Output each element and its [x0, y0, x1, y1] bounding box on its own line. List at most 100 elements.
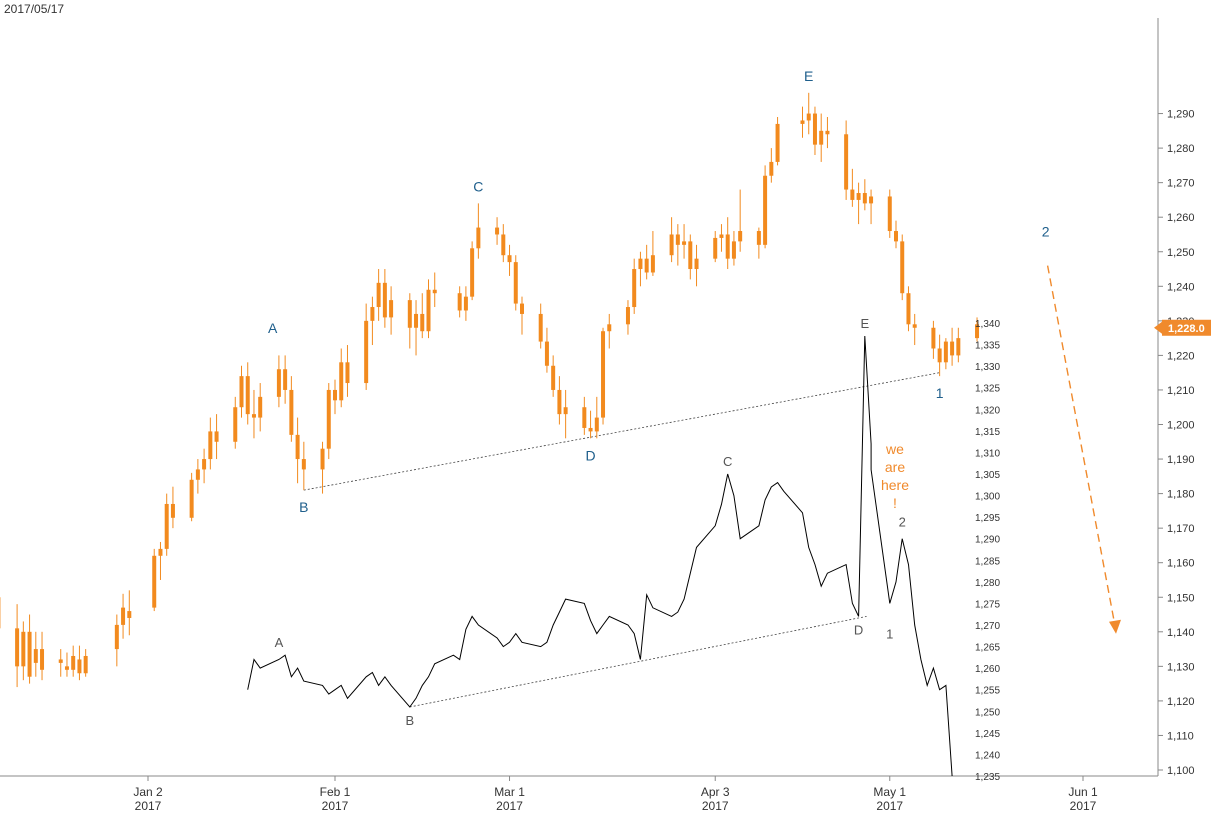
- x-tick-label: 2017: [1070, 799, 1097, 813]
- inset-y-tick-label: 1,315: [975, 427, 1000, 438]
- candle-body: [246, 376, 250, 414]
- candle-body: [738, 231, 742, 241]
- candle-body: [171, 504, 175, 518]
- candle-body: [551, 366, 555, 390]
- inset-wave-label: C: [723, 454, 732, 469]
- candle-body: [165, 504, 169, 549]
- candle-body: [28, 632, 32, 677]
- y-tick-label: 1,250: [1167, 247, 1195, 259]
- candle-body: [71, 656, 75, 670]
- inset-y-tick-label: 1,240: [975, 750, 1000, 761]
- inset-y-tick-label: 1,295: [975, 513, 1000, 524]
- inset-y-tick-label: 1,330: [975, 362, 1000, 373]
- candle-body: [458, 293, 462, 310]
- inset-y-tick-label: 1,235: [975, 772, 1000, 783]
- wave-label: B: [299, 499, 308, 515]
- wave-label: E: [804, 68, 813, 84]
- candle-body: [495, 228, 499, 235]
- candle-body: [732, 241, 736, 258]
- candle-body: [289, 390, 293, 435]
- candle-body: [508, 255, 512, 262]
- inset-y-tick-label: 1,300: [975, 492, 1000, 503]
- candle-body: [863, 193, 867, 203]
- candle-body: [240, 376, 244, 407]
- inset-wave-label: D: [854, 622, 863, 637]
- candle-body: [476, 228, 480, 249]
- y-tick-label: 1,120: [1167, 696, 1195, 708]
- candle-body: [850, 190, 854, 200]
- x-tick-label: Feb 1: [320, 785, 351, 799]
- inset-y-tick-label: 1,335: [975, 341, 1000, 352]
- candle-body: [383, 283, 387, 318]
- candle-body: [900, 241, 904, 293]
- annotation-line: here: [880, 476, 910, 494]
- y-tick-label: 1,220: [1167, 350, 1195, 362]
- chart-date: 2017/05/17: [4, 2, 64, 16]
- candle-body: [807, 114, 811, 121]
- candle-body: [121, 608, 125, 625]
- candle-body: [763, 176, 767, 245]
- candle-body: [931, 328, 935, 349]
- candle-body: [15, 628, 19, 666]
- candle-body: [632, 269, 636, 307]
- candle-body: [589, 428, 593, 431]
- candle-body: [377, 283, 381, 307]
- inset-y-tick-label: 1,305: [975, 470, 1000, 481]
- candle-body: [302, 459, 306, 469]
- candle-body: [944, 342, 948, 363]
- inset-y-tick-label: 1,340: [975, 319, 1000, 330]
- candle-body: [888, 196, 892, 231]
- candle-body: [801, 120, 805, 123]
- candle-body: [719, 234, 723, 237]
- trendline-inset: [410, 616, 867, 707]
- x-tick-label: 2017: [876, 799, 903, 813]
- wave-label: 2: [1042, 223, 1050, 239]
- wave-label: C: [473, 178, 483, 194]
- candle-body: [420, 314, 424, 331]
- inset-y-tick-label: 1,285: [975, 556, 1000, 567]
- inset-y-tick-label: 1,270: [975, 621, 1000, 632]
- candle-body: [215, 431, 219, 441]
- candle-body: [769, 162, 773, 176]
- candle-body: [158, 549, 162, 556]
- x-tick-label: Jun 1: [1068, 785, 1098, 799]
- candle-body: [333, 390, 337, 400]
- x-tick-label: 2017: [135, 799, 162, 813]
- candle-body: [695, 259, 699, 269]
- candle-body: [607, 324, 611, 331]
- candle-body: [539, 314, 543, 342]
- annotation-line: are: [880, 458, 910, 476]
- candle-body: [339, 362, 343, 400]
- y-tick-label: 1,140: [1167, 627, 1195, 639]
- y-tick-label: 1,100: [1167, 765, 1195, 777]
- y-tick-label: 1,240: [1167, 281, 1195, 293]
- candle-body: [645, 259, 649, 273]
- last-price-label: 1,228.0: [1168, 323, 1205, 335]
- forecast-arrowhead: [1109, 620, 1121, 634]
- candle-body: [389, 300, 393, 317]
- candle-body: [115, 625, 119, 649]
- inset-y-tick-label: 1,280: [975, 578, 1000, 589]
- candle-body: [844, 134, 848, 189]
- candle-body: [776, 124, 780, 162]
- x-tick-label: May 1: [873, 785, 906, 799]
- inset-y-tick-label: 1,325: [975, 384, 1000, 395]
- y-tick-label: 1,190: [1167, 454, 1195, 466]
- candle-body: [258, 397, 262, 418]
- candle-body: [501, 234, 505, 255]
- candle-body: [321, 449, 325, 470]
- candle-body: [196, 469, 200, 479]
- inset-wave-label: 1: [886, 627, 893, 642]
- candle-body: [464, 297, 468, 311]
- x-tick-label: 2017: [702, 799, 729, 813]
- candle-body: [813, 114, 817, 145]
- candle-body: [713, 238, 717, 259]
- candle-body: [869, 196, 873, 203]
- candle-body: [857, 193, 861, 200]
- candle-body: [913, 324, 917, 327]
- candle-body: [414, 314, 418, 328]
- candle-body: [825, 131, 829, 134]
- candle-body: [202, 459, 206, 469]
- y-tick-label: 1,270: [1167, 178, 1195, 190]
